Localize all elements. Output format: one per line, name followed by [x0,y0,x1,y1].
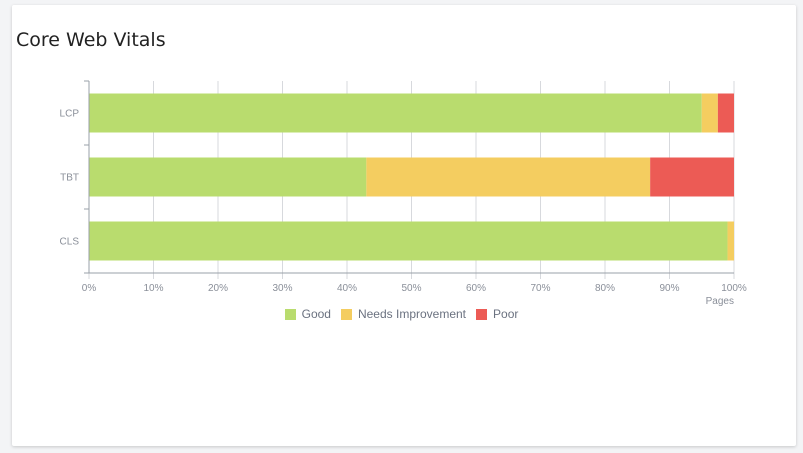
legend-item-needs-improvement[interactable]: Needs Improvement [340,307,467,321]
legend-label: Needs Improvement [357,307,467,321]
x-tick-label: 100% [721,283,747,294]
x-tick-label: 60% [466,283,486,294]
bar-segment-poor[interactable] [717,93,734,133]
y-tick-label: CLS [60,237,80,248]
x-tick-label: 30% [272,283,292,294]
chart-legend: Good Needs Improvement Poor [0,307,803,321]
legend-item-poor[interactable]: Poor [476,307,518,321]
bar-segment-needs-improvement[interactable] [366,157,651,197]
legend-label: Good [301,307,331,321]
x-tick-label: 0% [82,283,97,294]
legend-label: Poor [493,307,519,321]
card-title: Core Web Vitals [16,29,166,51]
x-tick-label: 90% [659,283,679,294]
x-tick-label: 50% [401,283,421,294]
x-tick-label: 20% [208,283,228,294]
chart-bars [89,93,734,261]
bar-segment-good[interactable] [89,93,702,133]
legend-swatch [476,308,488,320]
chart-axes: 0% 10% 20% 30% 40% 50% 60% 70% 80% 90% 100% LCP TBT C… [60,80,747,307]
bar-segment-good[interactable] [89,221,728,261]
bar-segment-needs-improvement[interactable] [701,93,718,133]
x-tick-label: 80% [595,283,615,294]
legend-item-good[interactable]: Good [284,307,331,321]
x-tick-label: 70% [530,283,550,294]
bar-segment-good[interactable] [89,157,367,197]
legend-swatch [284,308,296,320]
stacked-bar-chart: 0% 10% 20% 30% 40% 50% 60% 70% 80% 90% 100% LCP TBT C… [60,80,747,307]
x-tick-label: 10% [143,283,163,294]
y-tick-label: TBT [60,173,79,184]
y-tick-label: LCP [60,109,80,120]
x-tick-label: 40% [337,283,357,294]
bar-segment-poor[interactable] [650,157,734,197]
legend-swatch [340,308,352,320]
x-axis-label: Pages [706,296,734,307]
bar-segment-needs-improvement[interactable] [727,221,734,261]
